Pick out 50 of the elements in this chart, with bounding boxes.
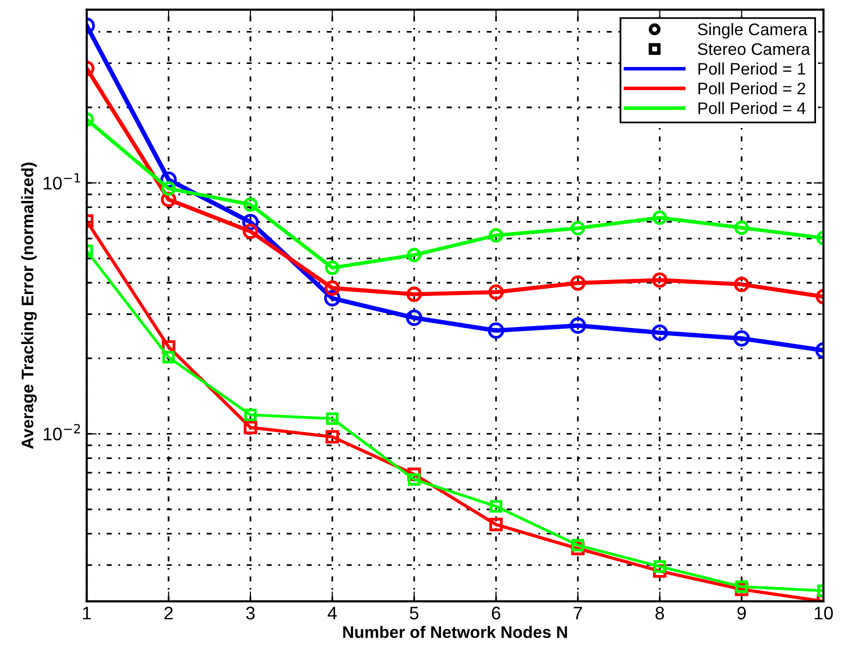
point [652,272,668,288]
point [326,412,339,425]
point [162,350,175,364]
x-tick-label: 6 [492,606,500,620]
x-tick-label: 2 [164,606,173,620]
point [161,181,176,196]
point [244,420,258,434]
point [488,228,504,243]
point [244,408,257,422]
point [326,430,340,444]
point [572,538,584,552]
point [652,324,668,341]
point [570,275,586,291]
point [243,197,258,212]
legend-label: Single Camera [698,23,808,39]
point [406,310,422,326]
y-tick-label: 10$^{−1}$ [44,173,80,190]
point [654,560,666,573]
x-tick-label: 9 [737,606,746,620]
point [489,518,503,532]
point [406,248,422,262]
point [488,284,504,300]
legend-label: Poll Period = 1 [698,62,806,75]
point [735,580,748,593]
x-tick-label: 1 [83,606,91,620]
x-tick-label: 4 [328,606,337,620]
point [242,224,258,240]
point [734,276,750,292]
point [570,220,586,236]
x-tick-label: 5 [410,606,418,620]
point [733,330,750,347]
x-tick-label: 7 [574,606,582,620]
x-tick-label: 8 [656,606,664,620]
point [652,210,667,225]
x-axis-title: Number of Network Nodes N [343,626,567,638]
y-tick-label: 10$^{−2}$ [44,424,80,440]
point [570,317,586,334]
point [324,280,340,296]
point [490,500,502,513]
point [408,473,420,486]
point [488,322,504,339]
point [325,260,340,275]
x-tick-label: 3 [246,606,255,620]
x-tick-label: 10 [814,606,833,620]
legend-label: Poll Period = 4 [698,102,806,114]
legend-label: Stereo Camera [698,43,810,55]
y-axis-title: Average Tracking Error (normalized) [21,162,37,449]
point [734,220,749,235]
legend-label: Poll Period = 2 [698,82,806,94]
point [406,286,422,302]
